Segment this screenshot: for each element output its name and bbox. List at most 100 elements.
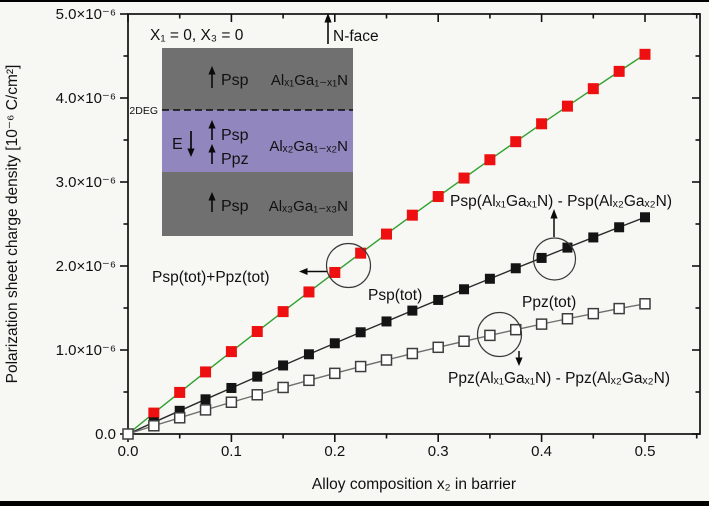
total-data-point xyxy=(587,83,599,95)
x-tick-label: 0.2 xyxy=(324,443,345,460)
condition-label: X₁ = 0, X₃ = 0 xyxy=(150,27,244,44)
total-data-point xyxy=(639,48,651,60)
psp-data-point xyxy=(252,371,263,382)
psp-barrier-label: Psp xyxy=(221,127,249,144)
plot-annotations: X₁ = 0, X₃ = 0 N-face Psp(tot)+Ppz(tot) … xyxy=(4,13,672,493)
ppz-data-point xyxy=(613,302,625,315)
psp-data-point xyxy=(200,394,211,405)
psp-layer-top-label: Psp xyxy=(221,72,249,89)
total-data-point xyxy=(381,228,392,240)
total-data-point xyxy=(251,326,263,338)
image-border-bottom xyxy=(0,501,709,506)
x-axis-label: Alloy composition x₂ in barrier xyxy=(312,476,516,493)
layer-barrier-formula: Alₓ₂Ga₁₋ₓ₂N xyxy=(269,138,348,155)
psp-data-point xyxy=(381,316,392,327)
ppz-data-point xyxy=(148,420,160,432)
highlight-circle-total xyxy=(325,242,372,289)
total-data-point xyxy=(510,136,522,148)
y-tick-label: 4.0×10⁻⁶ xyxy=(56,90,116,107)
ppz-data-point xyxy=(561,313,574,325)
down-arrow-icon xyxy=(515,357,523,366)
total-data-point xyxy=(148,407,160,419)
total-data-point xyxy=(329,266,341,278)
plot-series-and-ticks: 0.0 0.1 0.2 0.3 0.4 0.5 0.0 1.0×10⁻⁶ 2.0×10⁻⁶ 3.0… xyxy=(56,6,700,460)
image-border-top xyxy=(0,0,709,2)
x-tick-label: 0.5 xyxy=(635,443,656,460)
x-tick-label: 0.0 xyxy=(118,443,139,460)
psp-data-point xyxy=(640,212,650,223)
ppz-data-point xyxy=(432,341,444,354)
psp-data-point xyxy=(226,382,237,393)
ppz-data-point xyxy=(303,374,315,387)
psp-diff-label: Psp(Alₓ₁Gaₓ₁N) - Psp(Alₓ₂Gaₓ₂N) xyxy=(450,193,672,210)
psp-data-point xyxy=(174,405,185,416)
inset-layer-top xyxy=(162,48,353,110)
psp-data-point xyxy=(510,263,521,274)
psp-data-point xyxy=(459,284,470,295)
total-data-point xyxy=(458,172,470,184)
x-tick-label: 0.1 xyxy=(221,443,242,460)
up-arrow-icon xyxy=(208,66,216,75)
highlight-circle-psp xyxy=(532,237,577,281)
psp-data-point xyxy=(588,232,599,243)
psp-data-point xyxy=(355,327,366,338)
ppz-data-point xyxy=(122,428,134,440)
ppz-data-point xyxy=(484,329,496,342)
ppz-data-point xyxy=(406,347,419,360)
y-tick-label: 1.0×10⁻⁶ xyxy=(56,342,116,359)
plot-base: 2DEG Psp Alₓ₁Ga₁₋ₓ₁N E Psp Ppz Alₓ₂Ga₁₋ₓ… xyxy=(127,13,701,435)
y-tick-label: 0.0 xyxy=(95,426,116,443)
ppz-data-point xyxy=(329,367,341,380)
psp-data-point xyxy=(484,273,495,284)
psp-data-point xyxy=(407,305,418,316)
ppz-diff-label: Ppz(Alₓ₁Gaₓ₁N) - Ppz(Alₓ₂Gaₓ₂N) xyxy=(448,370,670,387)
psp-data-point xyxy=(562,242,573,253)
total-data-point xyxy=(432,191,444,203)
inset-layer-barrier xyxy=(162,110,353,172)
ppz-data-point xyxy=(251,389,263,401)
ppz-barrier-label: Ppz xyxy=(221,151,249,168)
x-tick-label: 0.3 xyxy=(428,443,449,460)
total-data-point xyxy=(484,154,496,166)
total-data-point xyxy=(561,100,573,112)
ppz-data-point xyxy=(173,412,186,424)
total-data-point xyxy=(536,118,548,130)
total-data-point xyxy=(613,65,625,77)
e-field-label: E xyxy=(172,136,183,153)
total-data-point xyxy=(355,247,367,259)
ppz-data-point xyxy=(277,381,289,394)
ppz-data-point xyxy=(587,307,600,320)
total-series-label: Psp(tot)+Ppz(tot) xyxy=(152,269,270,286)
ppz-data-point xyxy=(225,396,238,408)
total-data-point xyxy=(225,346,237,358)
total-data-point xyxy=(174,386,186,398)
inset-diagram: 2DEG Psp Alₓ₁Ga₁₋ₓ₁N E Psp Ppz Alₓ₂Ga₁₋ₓ… xyxy=(129,48,353,236)
psp-data-point xyxy=(614,222,625,233)
total-data-point xyxy=(406,209,418,221)
psp-tot-label: Psp(tot) xyxy=(368,287,422,304)
n-face-label: N-face xyxy=(333,28,379,45)
y-tick-label: 5.0×10⁻⁶ xyxy=(56,6,116,23)
left-arrow-icon xyxy=(299,268,308,275)
total-data-point xyxy=(303,286,315,298)
down-arrow-icon xyxy=(187,148,195,157)
psp-data-point xyxy=(433,294,444,305)
y-axis-label: Polarization sheet charge density [10⁻⁶ … xyxy=(4,65,21,384)
up-arrow-icon xyxy=(208,192,216,201)
two-deg-label: 2DEG xyxy=(129,105,158,117)
total-data-point xyxy=(200,366,212,378)
n-face-arrow-icon xyxy=(324,13,332,23)
ppz-data-point xyxy=(535,318,548,330)
highlight-circle-ppz xyxy=(476,311,523,358)
psp-data-point xyxy=(329,338,340,349)
ppz-data-point xyxy=(458,335,470,348)
ppz-data-point xyxy=(199,404,212,416)
layer-top-formula: Alₓ₁Ga₁₋ₓ₁N xyxy=(271,72,348,89)
y-tick-label: 3.0×10⁻⁶ xyxy=(56,174,116,191)
total-data-point xyxy=(277,306,289,318)
x-tick-label: 0.4 xyxy=(531,443,552,460)
inset-layer-bottom xyxy=(162,172,353,236)
up-arrow-icon xyxy=(550,209,558,219)
